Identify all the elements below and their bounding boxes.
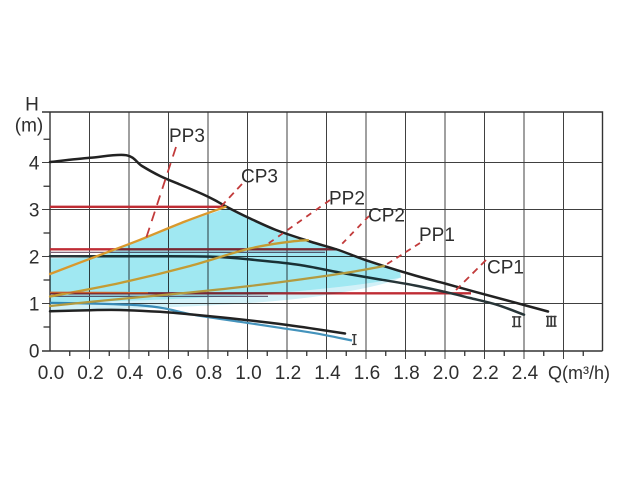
svg-text:0.8: 0.8: [196, 363, 222, 384]
svg-text:1.0: 1.0: [235, 363, 261, 384]
svg-text:PP3: PP3: [169, 126, 205, 147]
svg-text:2: 2: [29, 247, 40, 268]
svg-text:0.0: 0.0: [38, 363, 64, 384]
svg-text:1.4: 1.4: [314, 363, 341, 384]
svg-text:H: H: [25, 95, 39, 116]
svg-text:1.2: 1.2: [275, 363, 301, 384]
svg-text:PP2: PP2: [329, 189, 365, 210]
svg-text:0: 0: [29, 341, 40, 362]
svg-text:3: 3: [29, 200, 40, 221]
svg-text:1: 1: [29, 294, 40, 315]
svg-text:CP3: CP3: [241, 167, 278, 188]
svg-text:CP1: CP1: [487, 258, 524, 279]
svg-text:0.4: 0.4: [117, 363, 144, 384]
svg-text:2.4: 2.4: [512, 363, 539, 384]
svg-text:1.6: 1.6: [354, 363, 380, 384]
svg-text:0.6: 0.6: [156, 363, 182, 384]
svg-text:4: 4: [29, 153, 40, 174]
svg-text:2.0: 2.0: [433, 363, 459, 384]
svg-text:CP2: CP2: [368, 206, 405, 227]
svg-text:Q(m³/h): Q(m³/h): [548, 363, 610, 383]
svg-text:(m): (m): [15, 116, 43, 137]
svg-text:2.2: 2.2: [472, 363, 498, 384]
svg-text:0.2: 0.2: [77, 363, 103, 384]
svg-text:1.8: 1.8: [393, 363, 419, 384]
svg-text:PP1: PP1: [419, 225, 455, 246]
